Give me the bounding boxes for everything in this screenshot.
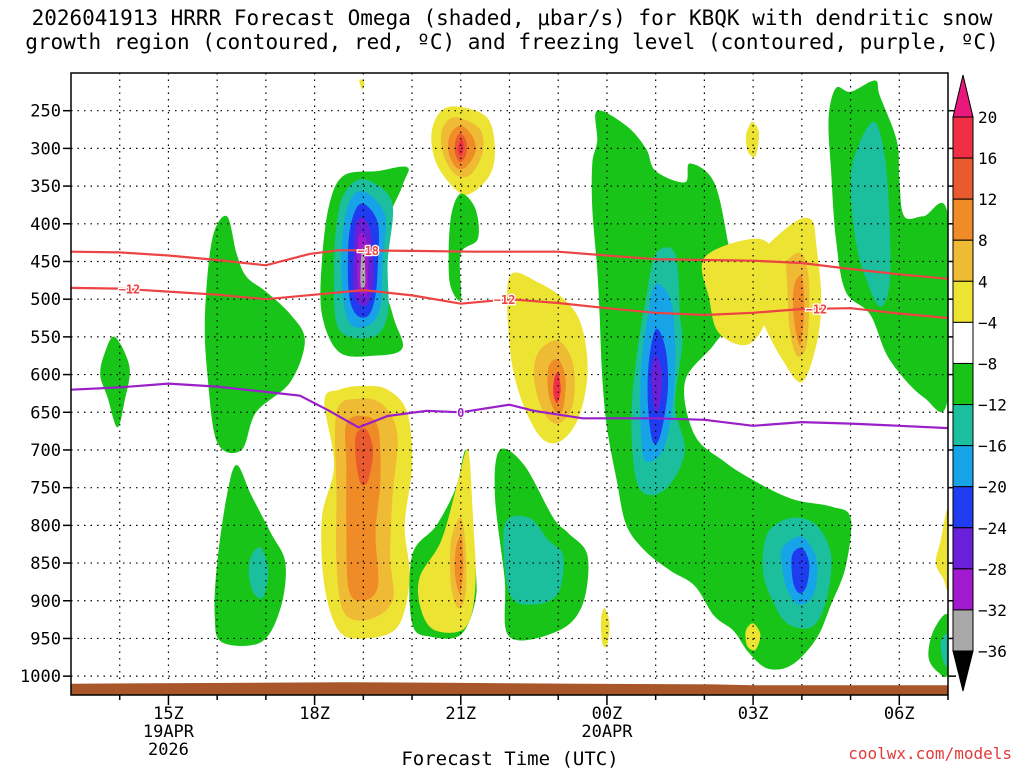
- omega-region-31: [651, 355, 662, 413]
- colorbar-segment-10: [952, 527, 974, 570]
- omega-region-42: [745, 623, 761, 651]
- colorbar-label-9: −20: [978, 478, 1007, 497]
- colorbar-label-8: −16: [978, 437, 1007, 456]
- chart-title-line2: growth region (contoured, red, ºC) and f…: [25, 30, 999, 54]
- y-tick-label-900: 900: [30, 592, 61, 612]
- colorbar: 20 16 12 8 4 −4 −8 −12 −16 −20 −24 −28 −32 −36: [952, 74, 1007, 692]
- omega-region-41: [745, 121, 760, 158]
- y-tick-label-950: 950: [30, 629, 61, 649]
- colorbar-label-6: −8: [978, 354, 997, 373]
- y-tick-label-750: 750: [30, 479, 61, 499]
- y-tick-label-300: 300: [30, 139, 61, 159]
- y-tick-label-600: 600: [30, 366, 61, 386]
- colorbar-label-10: −24: [978, 519, 1007, 538]
- colorbar-segment-5: [952, 321, 974, 364]
- colorbar-segment-1: [952, 157, 974, 200]
- colorbar-label-0: 20: [978, 108, 997, 127]
- y-tick-label-550: 550: [30, 328, 61, 348]
- y-tick-label-850: 850: [30, 554, 61, 574]
- y-tick-label-400: 400: [30, 215, 61, 235]
- x-tick-date-15Z: 19APR: [143, 722, 195, 742]
- colorbar-label-2: 12: [978, 190, 997, 209]
- omega-region-51: [248, 547, 269, 599]
- watermark: coolwx.com/models: [848, 744, 1012, 763]
- colorbar-label-11: −28: [978, 560, 1007, 579]
- x-tick-date-00Z: 20APR: [581, 722, 633, 742]
- colorbar-label-1: 16: [978, 149, 997, 168]
- omega-region-33: [850, 121, 891, 307]
- chart-title: 2026041913 HRRR Forecast Omega (shaded, …: [0, 6, 1024, 54]
- x-tick-label-18Z: 18Z: [299, 704, 330, 724]
- axes-layer: 250 300 350 400 450 500 550 600 650 700 750 800 850 9…: [20, 102, 956, 760]
- omega-region-48: [100, 336, 130, 428]
- dgz-isotherm-label-1: −12: [119, 283, 141, 297]
- colorbar-label-3: 8: [978, 231, 988, 250]
- omega-region-43: [600, 608, 610, 648]
- colorbar-label-12: −32: [978, 601, 1007, 620]
- colorbar-segment-6: [952, 362, 974, 406]
- y-tick-label-500: 500: [30, 290, 61, 310]
- omega-region-15: [355, 427, 374, 486]
- omega-region-45: [928, 614, 948, 678]
- chart-title-line1: 2026041913 HRRR Forecast Omega (shaded, …: [31, 6, 993, 30]
- omega-region-26: [503, 515, 564, 605]
- colorbar-segment-7: [952, 404, 974, 447]
- freezing-level-label: 0: [457, 406, 464, 420]
- x-tick-label-03Z: 03Z: [738, 704, 769, 724]
- terrain-fill: [71, 682, 948, 695]
- x-tick-year-15Z: 2026: [148, 740, 189, 760]
- colorbar-segment-11: [952, 568, 974, 611]
- x-tick-label-00Z: 00Z: [592, 704, 623, 724]
- colorbar-label-13: −36: [978, 642, 1007, 661]
- y-tick-label-450: 450: [30, 252, 61, 272]
- freezing-level-line: [71, 382, 948, 430]
- colorbar-segment-0: [952, 116, 974, 159]
- colorbar-segment-3: [952, 239, 974, 282]
- x-axis-label: Forecast Time (UTC): [401, 748, 618, 768]
- omega-region-19: [454, 535, 464, 594]
- colorbar-top-arrow: [952, 74, 974, 118]
- y-tick-label-650: 650: [30, 403, 61, 423]
- colorbar-segment-8: [952, 445, 974, 488]
- omega-region-49: [204, 215, 305, 454]
- colorbar-label-4: 4: [978, 272, 988, 291]
- colorbar-segment-9: [952, 486, 974, 529]
- contour-layer: −18 −12 −12 −12 0: [71, 243, 948, 430]
- dgz-isotherm-0: [71, 249, 948, 280]
- omega-region-40: [791, 547, 810, 594]
- colorbar-segment-4: [952, 280, 974, 323]
- y-tick-label-800: 800: [30, 516, 61, 536]
- omega-region-24: [553, 372, 561, 404]
- y-tick-label-1000: 1000: [20, 667, 61, 687]
- omega-shading-layer: [100, 79, 948, 678]
- omega-region-46: [940, 633, 948, 667]
- y-tick-label-350: 350: [30, 177, 61, 197]
- x-tick-label-06Z: 06Z: [884, 704, 915, 724]
- dgz-isotherm-label-0: −18: [357, 244, 379, 258]
- x-tick-label-21Z: 21Z: [445, 704, 476, 724]
- colorbar-segment-2: [952, 198, 974, 241]
- dgz-isotherm-label2-1: −12: [494, 293, 516, 307]
- omega-region-11: [457, 139, 464, 156]
- colorbar-segment-12: [952, 609, 974, 652]
- dgz-isotherm-1: [71, 286, 948, 320]
- ground-layer: [71, 682, 948, 695]
- x-tick-label-15Z: 15Z: [153, 704, 184, 724]
- colorbar-label-5: −4: [978, 313, 997, 332]
- omega-region-50: [214, 465, 286, 647]
- omega-region-37: [701, 238, 774, 346]
- omega-region-44: [935, 509, 948, 590]
- omega-region-20: [448, 193, 479, 301]
- colorbar-bottom-arrow: [952, 650, 974, 692]
- y-tick-label-250: 250: [30, 102, 61, 122]
- omega-region-36: [792, 275, 805, 346]
- y-tick-label-700: 700: [30, 441, 61, 461]
- colorbar-label-7: −12: [978, 396, 1007, 415]
- dgz-isotherm-label3-1: −12: [806, 302, 828, 316]
